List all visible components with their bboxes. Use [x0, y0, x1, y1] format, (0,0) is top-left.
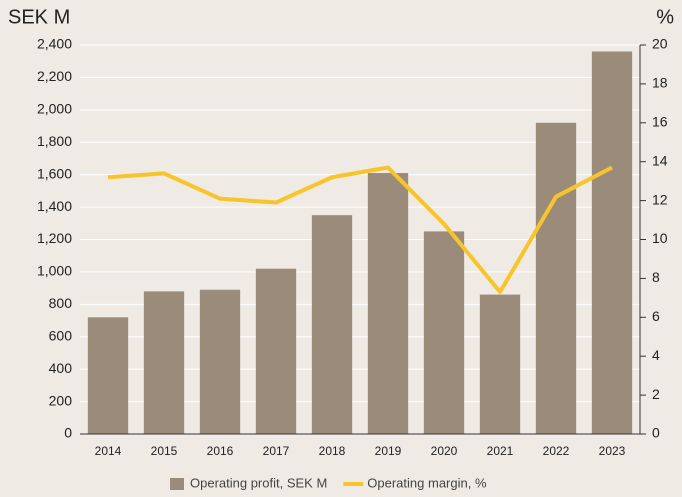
- y-tick-label: 1,800: [37, 133, 72, 149]
- y-tick-label: 2,200: [37, 68, 72, 84]
- y-tick-label: 2,400: [37, 36, 72, 52]
- y2-tick-label: 20: [652, 36, 668, 52]
- y2-tick-label: 0: [652, 425, 660, 441]
- x-tick-label: 2023: [599, 444, 626, 458]
- chart-title: SEK M: [8, 6, 70, 28]
- y-tick-label: 0: [64, 425, 72, 441]
- y2-tick-label: 18: [652, 75, 668, 91]
- y2-tick-label: 2: [652, 386, 660, 402]
- x-tick-label: 2016: [207, 444, 234, 458]
- x-tick-label: 2021: [487, 444, 514, 458]
- y2-tick-label: 6: [652, 308, 660, 324]
- legend-label: Operating profit, SEK M: [190, 475, 327, 490]
- y-tick-label: 800: [49, 295, 73, 311]
- x-tick-label: 2020: [431, 444, 458, 458]
- y2-tick-label: 8: [652, 269, 660, 285]
- y-tick-label: 1,000: [37, 263, 72, 279]
- bar: [143, 291, 185, 434]
- x-tick-label: 2014: [95, 444, 122, 458]
- x-tick-label: 2019: [375, 444, 402, 458]
- bar: [479, 294, 521, 434]
- y-tick-label: 1,400: [37, 198, 72, 214]
- x-tick-label: 2022: [543, 444, 570, 458]
- y-tick-label: 1,600: [37, 165, 72, 181]
- y2-tick-label: 10: [652, 230, 668, 246]
- y2-tick-label: 12: [652, 191, 668, 207]
- bar: [87, 317, 129, 434]
- y-tick-label: 400: [49, 360, 73, 376]
- y2-tick-label: 14: [652, 152, 668, 168]
- y-tick-label: 1,200: [37, 230, 72, 246]
- y2-tick-label: 16: [652, 114, 668, 130]
- legend-label: Operating margin, %: [367, 475, 487, 490]
- x-tick-label: 2015: [151, 444, 178, 458]
- bar: [367, 173, 409, 434]
- y-tick-label: 600: [49, 327, 73, 343]
- bar: [535, 122, 577, 435]
- bar: [199, 289, 241, 434]
- bar: [591, 51, 633, 434]
- line: [107, 165, 613, 295]
- y2-tick-label: 4: [652, 347, 660, 363]
- x-tick-label: 2018: [319, 444, 346, 458]
- x-tick-label: 2017: [263, 444, 290, 458]
- y2-axis-title: %: [656, 6, 674, 28]
- bar: [255, 268, 297, 434]
- bar: [311, 215, 353, 434]
- y-tick-label: 2,000: [37, 101, 72, 117]
- legend-swatch: [170, 478, 184, 490]
- y-tick-label: 200: [49, 392, 73, 408]
- bar: [423, 231, 465, 434]
